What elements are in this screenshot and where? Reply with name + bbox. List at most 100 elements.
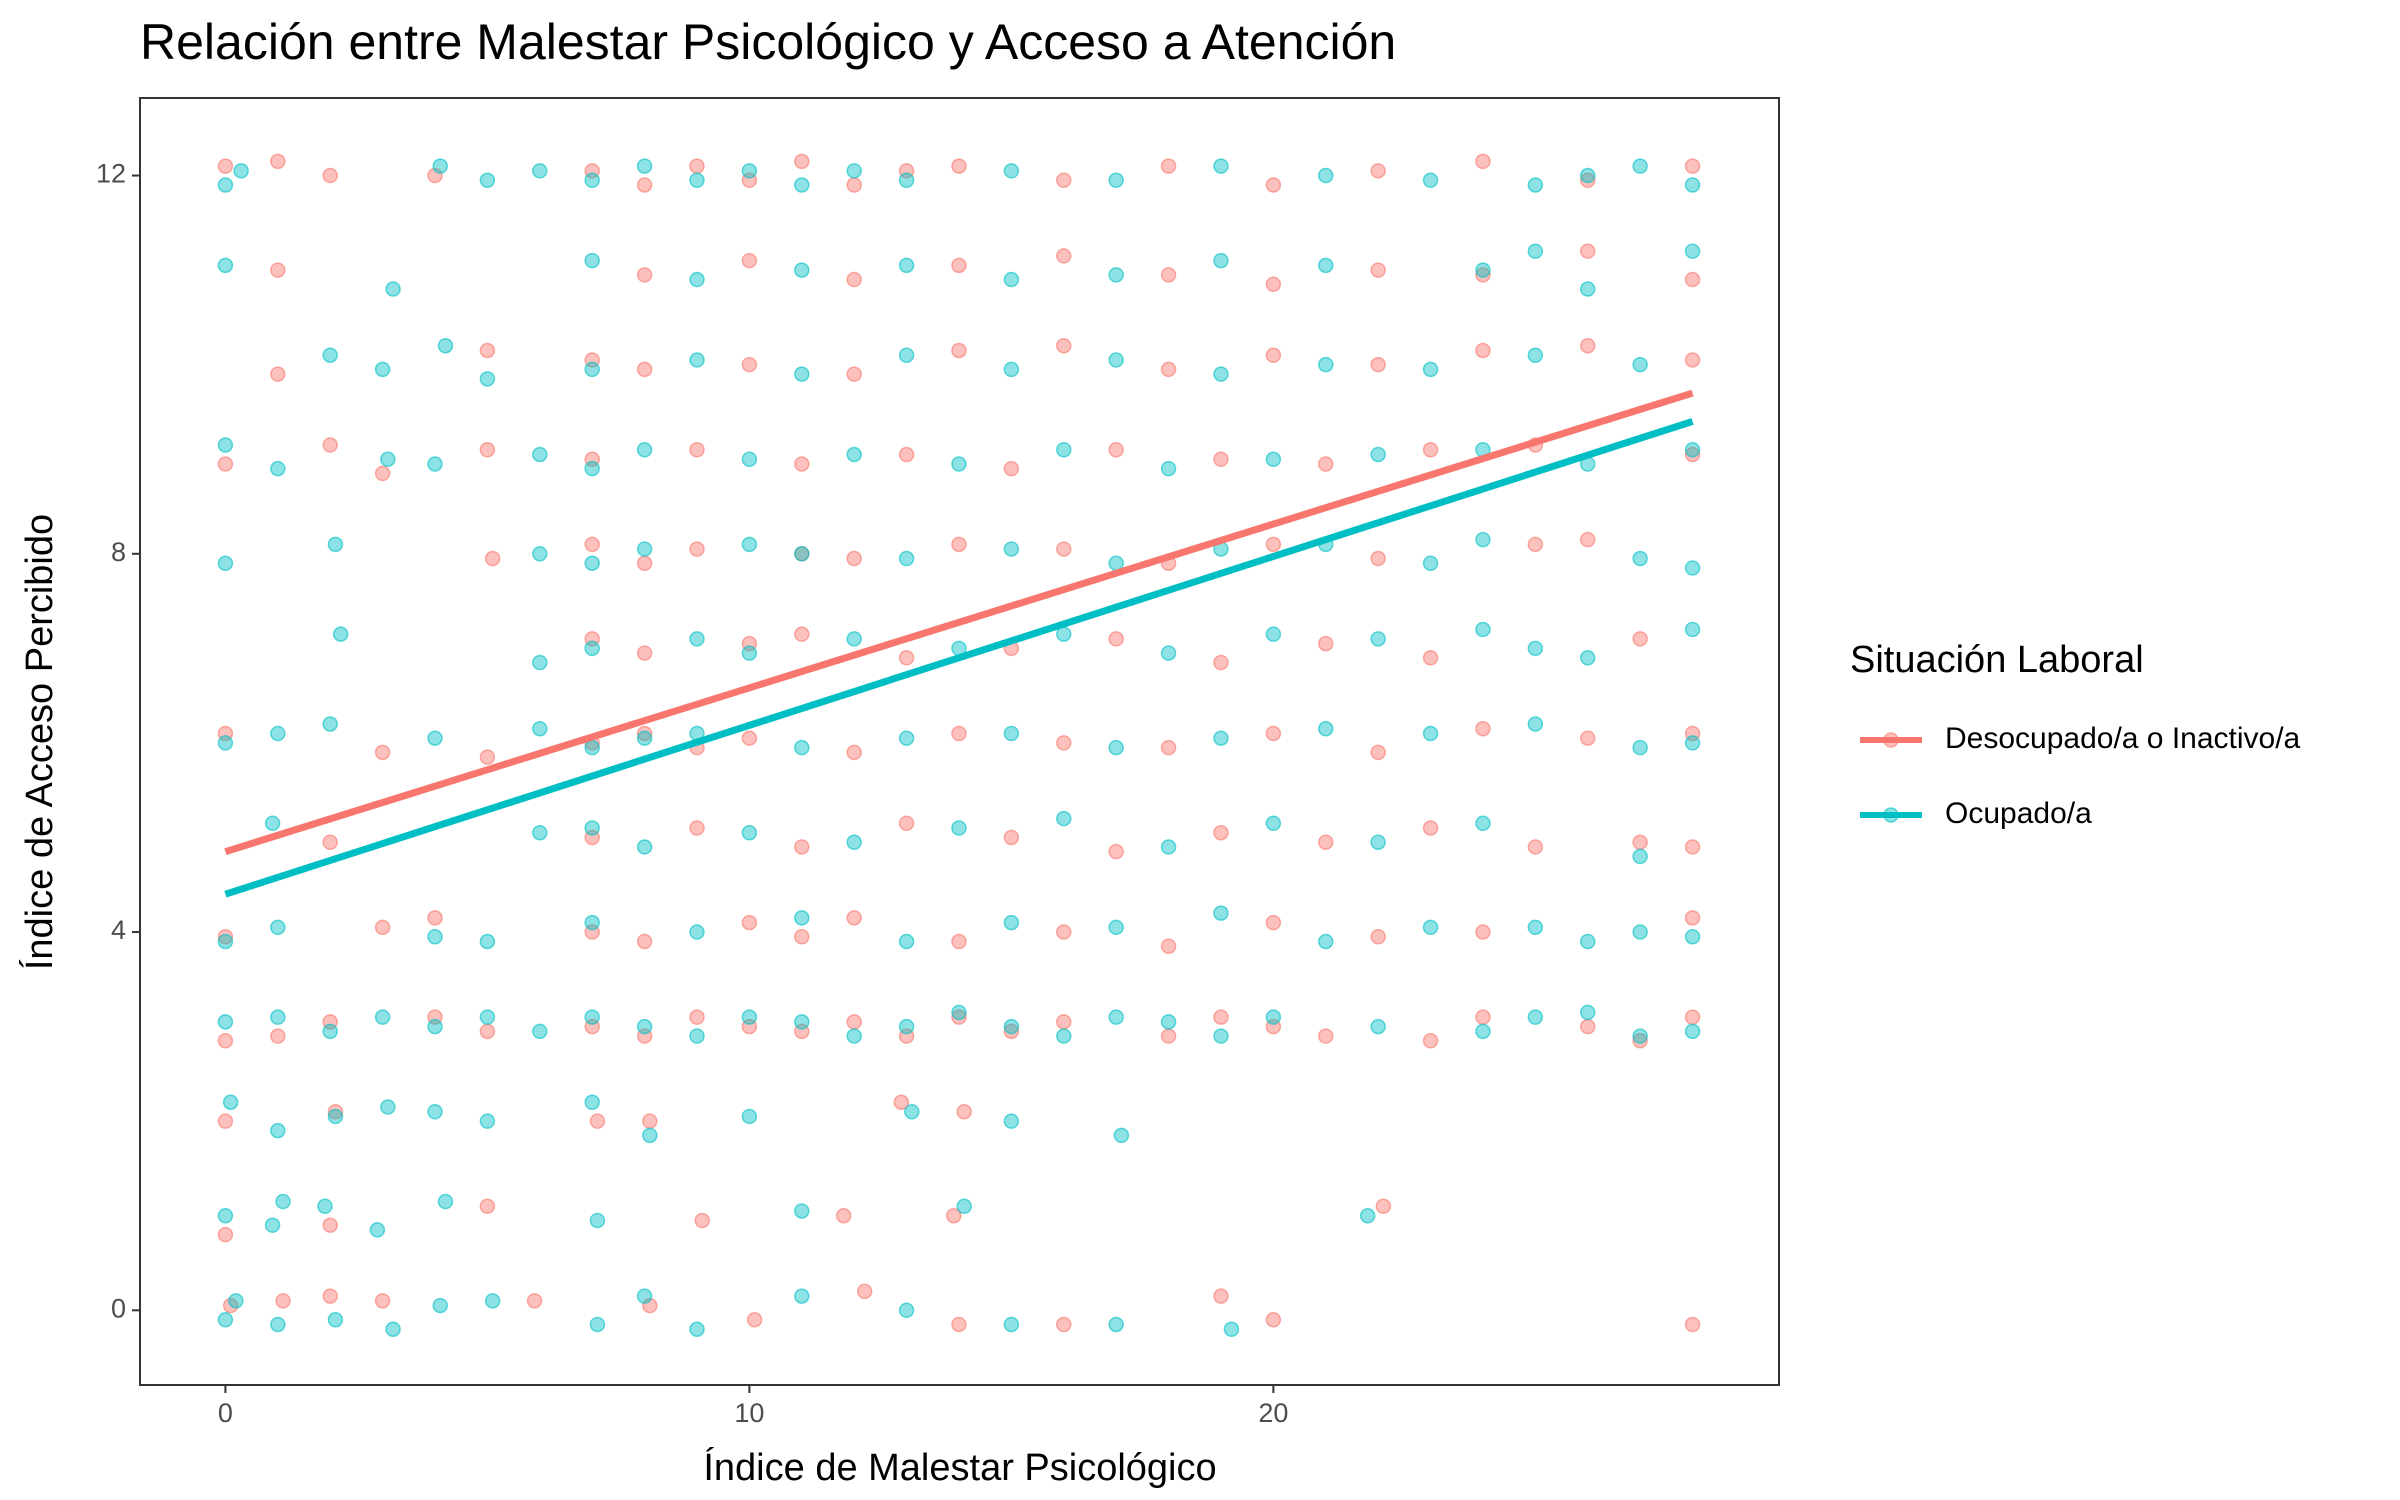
point (1265, 347, 1282, 363)
point (741, 163, 758, 179)
point (217, 1113, 234, 1129)
point (1579, 338, 1596, 354)
point (228, 1293, 244, 1309)
point (1632, 1033, 1648, 1049)
axes: 0 10 20 0 4 8 12 (96, 159, 1288, 1428)
point (1160, 158, 1177, 174)
point (1213, 654, 1229, 671)
point (380, 451, 396, 467)
point (636, 725, 653, 742)
x-tick-label: 20 (1258, 1398, 1288, 1428)
point (642, 1297, 658, 1314)
point (1318, 635, 1334, 652)
point (1265, 451, 1282, 467)
point (584, 914, 600, 931)
point (1370, 631, 1386, 647)
point (1527, 640, 1544, 657)
point (317, 1198, 333, 1215)
point (689, 172, 705, 189)
point (1527, 839, 1544, 855)
point (1527, 716, 1544, 732)
point (233, 163, 249, 179)
point (270, 366, 286, 382)
point (1579, 730, 1596, 746)
point (689, 1009, 705, 1025)
point (1684, 560, 1701, 576)
point (1370, 163, 1386, 179)
point (532, 825, 548, 841)
point (374, 919, 391, 936)
point (846, 1014, 862, 1030)
point (1160, 361, 1177, 378)
point (689, 352, 705, 368)
point (846, 163, 862, 179)
point (898, 347, 915, 363)
point (1318, 356, 1334, 373)
point (1527, 347, 1544, 363)
point (369, 1222, 386, 1238)
point (427, 929, 443, 945)
point (1318, 456, 1334, 472)
point (1632, 158, 1648, 174)
point (1684, 352, 1701, 368)
point (1684, 1009, 1701, 1025)
point (532, 163, 548, 179)
point (1003, 914, 1020, 931)
point (1213, 825, 1229, 841)
point (1684, 839, 1701, 855)
legend-title: Situación Laboral (1850, 639, 2144, 681)
point (1003, 361, 1020, 378)
point (427, 1103, 443, 1120)
point (1056, 1014, 1072, 1030)
point (741, 645, 758, 661)
point (689, 541, 705, 557)
trend-lines (224, 389, 1694, 898)
legend: Situación Laboral Desocupado/a o Inactiv… (1850, 639, 2301, 830)
point (327, 536, 344, 553)
point (1108, 739, 1124, 756)
point (689, 1028, 705, 1044)
point (1475, 720, 1491, 737)
point (951, 342, 967, 359)
point (1056, 541, 1072, 557)
point (1160, 1028, 1177, 1044)
point (1160, 839, 1177, 855)
point (1632, 924, 1648, 940)
point (1370, 744, 1386, 761)
point (794, 739, 810, 756)
point (1579, 281, 1596, 297)
y-tick-label: 0 (111, 1293, 126, 1323)
x-tick-label: 0 (218, 1398, 233, 1428)
point (374, 1009, 391, 1025)
point (1632, 631, 1648, 647)
point (427, 1018, 443, 1035)
point (437, 1193, 454, 1210)
point (956, 1198, 972, 1215)
point (217, 1226, 234, 1243)
point (904, 1103, 920, 1120)
point (951, 1004, 967, 1021)
point (636, 839, 653, 855)
point (1579, 531, 1596, 548)
legend-point (1883, 732, 1899, 748)
point (1223, 1321, 1240, 1337)
point (1056, 1316, 1072, 1333)
point (1265, 276, 1282, 293)
point (584, 555, 600, 571)
point (584, 1094, 600, 1111)
point (694, 1212, 710, 1229)
point (322, 1217, 338, 1233)
point (385, 1321, 401, 1337)
point (1003, 460, 1020, 477)
point (898, 815, 915, 832)
point (1108, 631, 1124, 647)
point (1422, 919, 1439, 936)
point (1475, 262, 1491, 278)
point (636, 645, 653, 661)
point (322, 347, 338, 363)
point (1684, 446, 1701, 463)
point (741, 536, 758, 553)
point (1475, 924, 1491, 940)
point (1318, 167, 1334, 184)
